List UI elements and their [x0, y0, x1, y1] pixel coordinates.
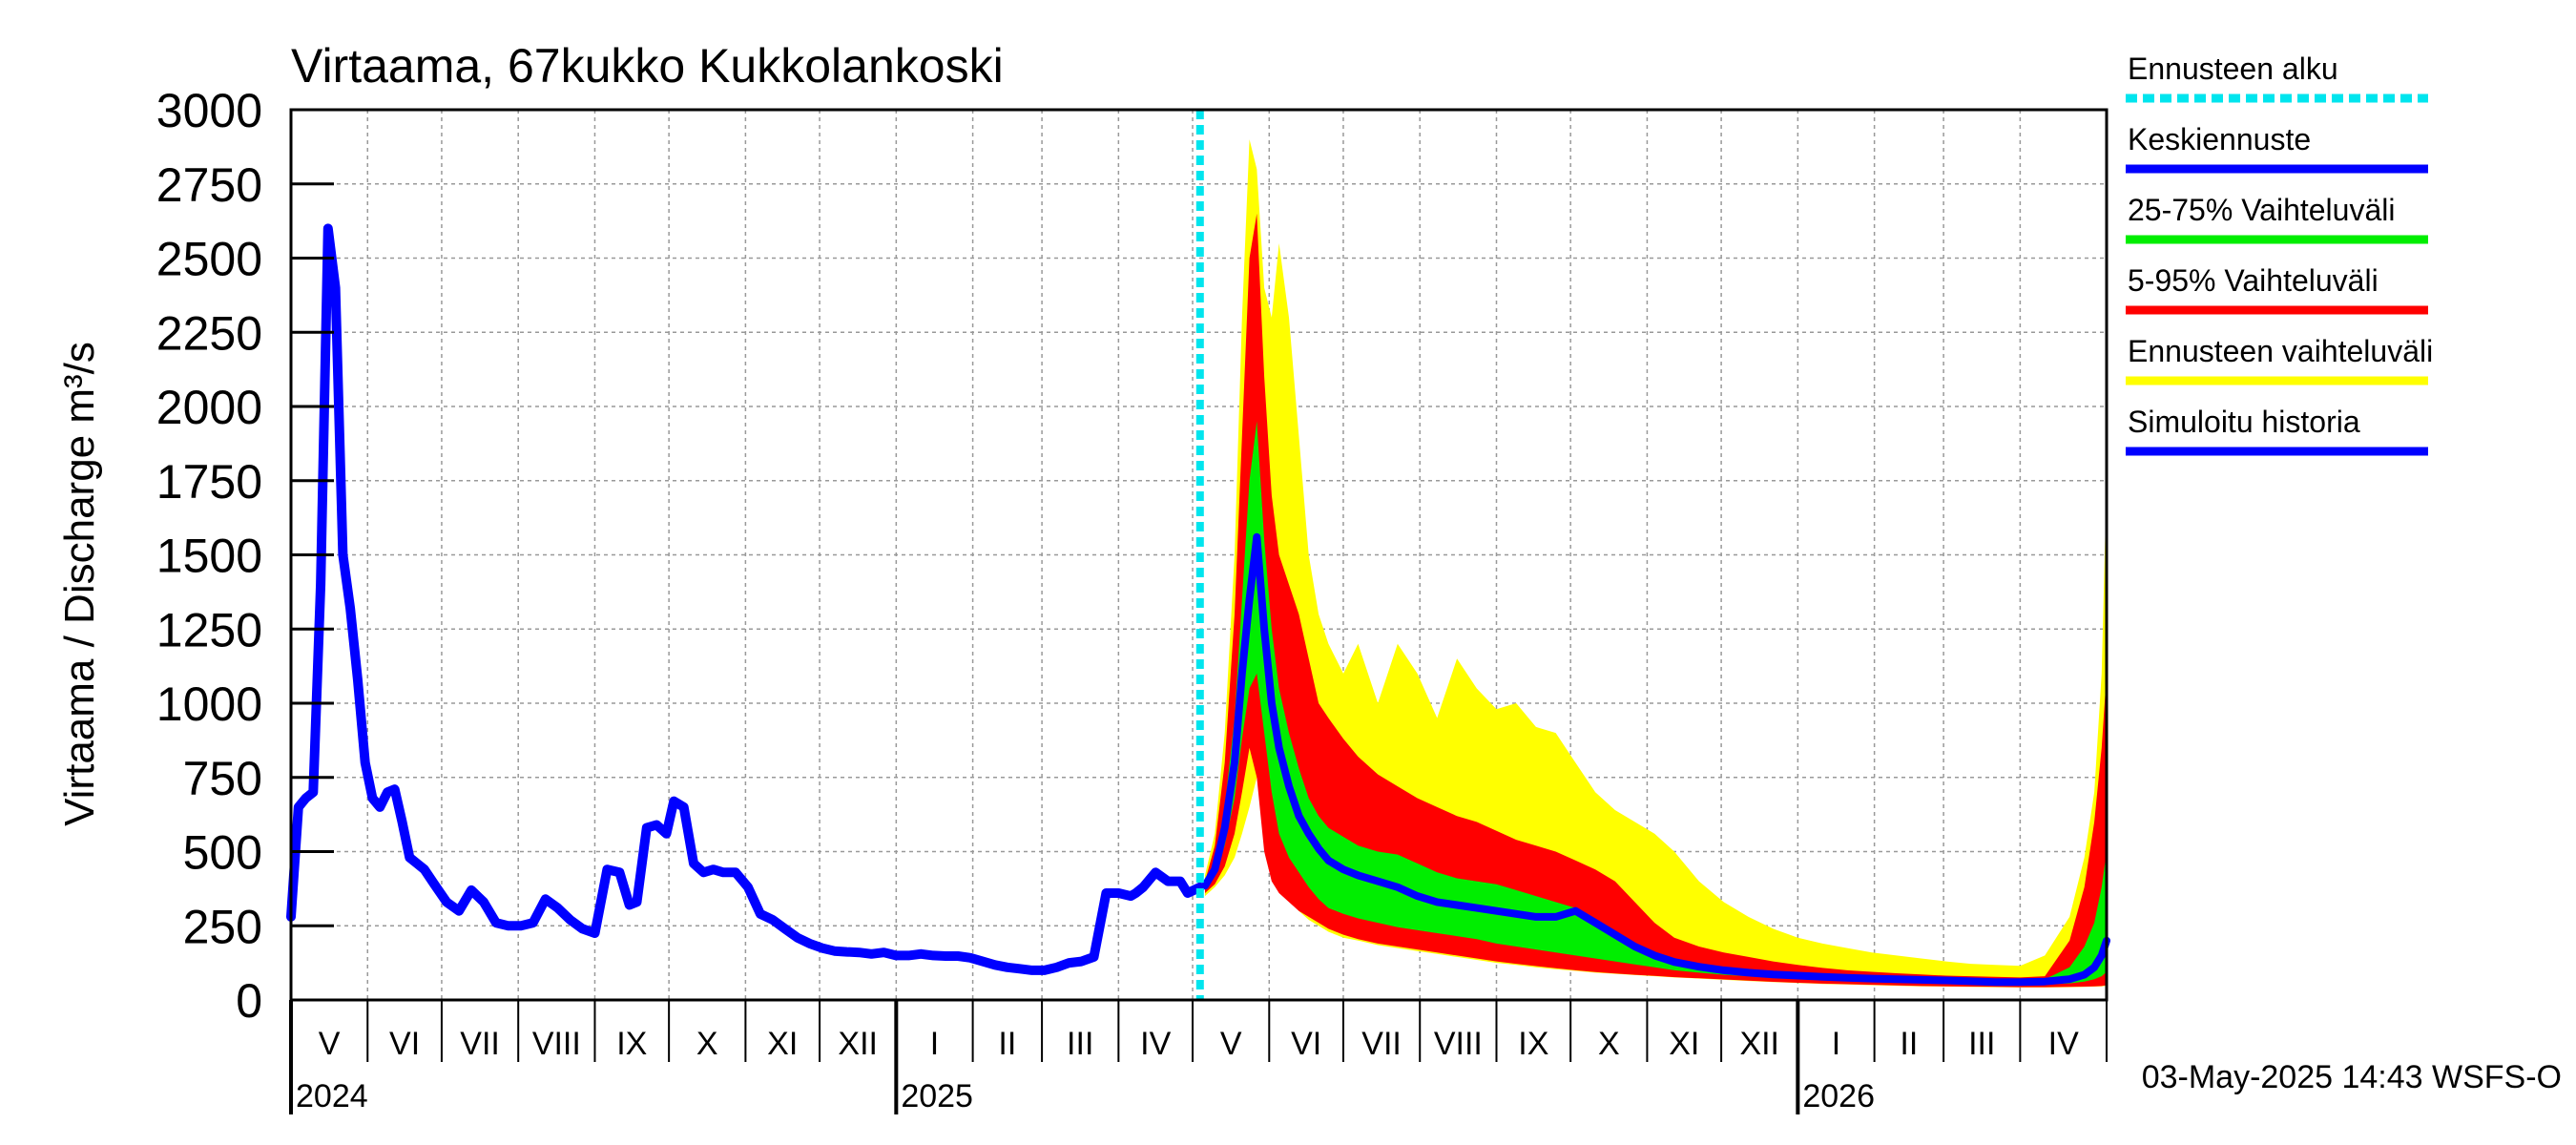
month-label: IV: [2048, 1026, 2079, 1062]
month-label: VII: [1361, 1026, 1402, 1062]
legend-label: Ennusteen alku: [2128, 52, 2338, 86]
month-label: V: [319, 1026, 341, 1062]
year-label: 2026: [1802, 1078, 1875, 1114]
legend-label: 25-75% Vaihteluväli: [2128, 193, 2395, 227]
y-tick-label: 2250: [156, 306, 262, 360]
legend-label: 5-95% Vaihteluväli: [2128, 263, 2379, 298]
y-tick-label: 2750: [156, 158, 262, 212]
month-label: III: [1968, 1026, 1995, 1062]
month-label: VIII: [1434, 1026, 1483, 1062]
series-lines: [286, 110, 2110, 1000]
month-label: VIII: [532, 1026, 581, 1062]
y-tick-label: 500: [183, 826, 262, 880]
y-tick-label: 1000: [156, 677, 262, 731]
month-label: XI: [767, 1026, 798, 1062]
month-label: XII: [838, 1026, 878, 1062]
month-label: I: [1832, 1026, 1840, 1062]
history-line: [286, 223, 1205, 975]
y-tick-label: 2500: [156, 233, 262, 286]
y-tick-label: 1750: [156, 455, 262, 509]
month-label: VII: [460, 1026, 500, 1062]
axes: 0 250 500 750 1000 1250 1500 1750 2000 2250 2500 27…: [156, 84, 2108, 1114]
forecast-bands: [1205, 139, 2107, 988]
month-label: VI: [1291, 1026, 1321, 1062]
y-tick-label: 750: [183, 752, 262, 805]
month-label: XI: [1669, 1026, 1699, 1062]
y-tick-label: 0: [236, 974, 262, 1028]
month-label: VI: [389, 1026, 420, 1062]
month-label: IX: [616, 1026, 647, 1062]
legend-label: Ennusteen vaihteluväli: [2128, 334, 2433, 368]
month-label: IV: [1140, 1026, 1171, 1062]
month-label: III: [1067, 1026, 1093, 1062]
legend-label: Simuloitu historia: [2128, 405, 2360, 439]
chart-title: Virtaama, 67kukko Kukkolankoski: [291, 39, 1004, 93]
y-tick-label: 1500: [156, 530, 262, 583]
footer-timestamp: 03-May-2025 14:43 WSFS-O: [2142, 1059, 2562, 1095]
month-label: X: [696, 1026, 718, 1062]
y-axis-label: Virtaama / Discharge m³/s: [56, 342, 103, 826]
grid-lines: [291, 109, 2107, 1001]
mean-forecast-line: [1201, 532, 2110, 987]
month-label: X: [1598, 1026, 1620, 1062]
y-tick-label: 3000: [156, 84, 262, 137]
band-ennusteen-vaihteluvali: [1205, 139, 2107, 988]
y-tick-label: 250: [183, 900, 262, 953]
month-label: V: [1220, 1026, 1242, 1062]
month-label: II: [1900, 1026, 1918, 1062]
legend: Ennusteen alku Keskiennuste 25-75% Vaihtel…: [2126, 52, 2433, 456]
month-label: II: [998, 1026, 1016, 1062]
month-label: I: [930, 1026, 939, 1062]
legend-label: Keskiennuste: [2128, 122, 2311, 156]
year-label: 2024: [296, 1078, 368, 1114]
month-label: IX: [1518, 1026, 1548, 1062]
year-label: 2025: [901, 1078, 973, 1114]
y-tick-label: 1250: [156, 603, 262, 656]
y-tick-label: 2000: [156, 381, 262, 434]
month-label: XII: [1739, 1026, 1779, 1062]
